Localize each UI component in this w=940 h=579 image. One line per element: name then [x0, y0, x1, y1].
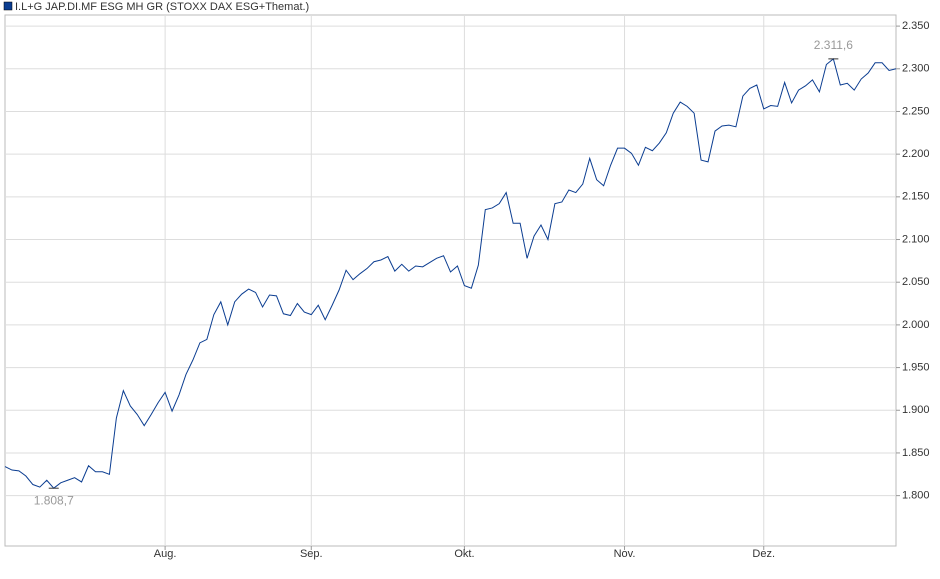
y-tick-label: 2.250	[902, 105, 930, 117]
x-tick-label: Nov.	[614, 548, 636, 560]
y-tick-label: 2.350	[902, 20, 930, 32]
x-tick-label: Dez.	[752, 548, 775, 560]
y-tick-label: 2.100	[902, 233, 930, 245]
y-tick-label: 2.200	[902, 148, 930, 160]
legend-swatch	[3, 1, 13, 11]
plot-area	[4, 14, 897, 547]
y-tick-label: 1.900	[902, 404, 930, 416]
y-tick-label: 2.150	[902, 191, 930, 203]
y-tick-label: 1.950	[902, 361, 930, 373]
y-tick-label: 2.300	[902, 63, 930, 75]
y-tick-label: 1.850	[902, 447, 930, 459]
x-tick-label: Sep.	[300, 548, 323, 560]
y-tick-label: 2.050	[902, 276, 930, 288]
value-label: 1.808,7	[34, 493, 74, 507]
value-label: 2.311,6	[814, 38, 853, 52]
legend-label: I.L+G JAP.DI.MF ESG MH GR (STOXX DAX ESG…	[15, 1, 309, 13]
series-line	[4, 58, 897, 489]
y-tick-label: 2.000	[902, 319, 930, 331]
y-tick-label: 1.800	[902, 490, 930, 502]
x-tick-label: Okt.	[454, 548, 474, 560]
x-tick-label: Aug.	[154, 548, 177, 560]
